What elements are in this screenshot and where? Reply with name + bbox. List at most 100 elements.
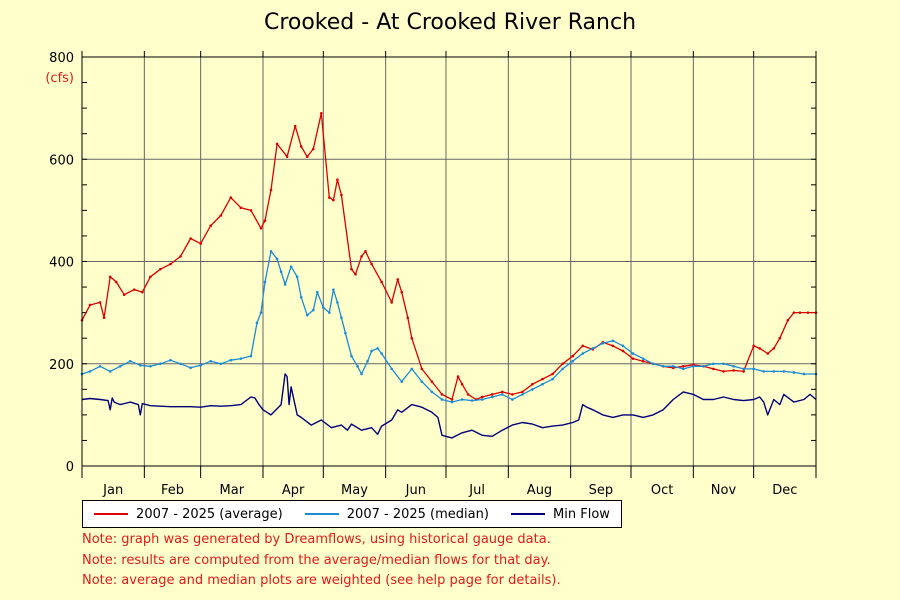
legend-item-median: 2007 - 2025 (median) (304, 507, 489, 522)
data-point (631, 352, 635, 355)
data-point (786, 318, 790, 322)
data-point (141, 290, 144, 294)
data-point (661, 365, 665, 368)
data-point (420, 380, 424, 383)
data-point (802, 372, 806, 376)
data-point (102, 316, 106, 320)
data-point (450, 398, 454, 401)
data-point (263, 219, 267, 222)
x-tick-label: Sep (589, 483, 614, 498)
average-flow-line (81, 112, 816, 401)
legend-item-average: 2007 - 2025 (average) (94, 507, 283, 522)
data-point (332, 288, 335, 291)
data-point (366, 359, 369, 363)
data-point (430, 380, 434, 383)
data-point (132, 288, 136, 291)
data-point (376, 347, 379, 350)
y-axis-label: (cfs) (45, 71, 74, 86)
y-tick-label: 200 (49, 358, 74, 373)
data-point (259, 226, 263, 230)
y-tick-label: 0 (66, 460, 74, 475)
data-point (269, 249, 273, 253)
data-point (380, 280, 383, 284)
data-point (169, 262, 172, 266)
data-point (139, 363, 142, 367)
data-point (400, 290, 404, 294)
data-point (275, 257, 279, 261)
x-tick-label: Mar (220, 483, 245, 498)
data-point (772, 370, 776, 373)
x-tick-label: Oct (651, 483, 673, 498)
data-point (611, 339, 615, 343)
data-point (798, 311, 802, 314)
data-point (758, 347, 761, 350)
data-point (239, 206, 243, 210)
data-point (440, 398, 444, 401)
data-point (456, 375, 460, 378)
data-point (782, 370, 786, 373)
data-point (320, 111, 323, 115)
data-point (490, 393, 494, 396)
data-point (591, 347, 595, 350)
legend-swatch-min-flow (511, 513, 546, 515)
data-point (289, 265, 293, 268)
data-point (410, 336, 414, 340)
data-point (189, 366, 192, 370)
data-point (275, 142, 279, 146)
data-point (480, 395, 484, 399)
data-point (239, 357, 243, 360)
data-point (601, 342, 605, 345)
data-point (149, 365, 152, 368)
data-point (722, 362, 725, 366)
data-point (295, 275, 299, 279)
data-point (336, 178, 339, 181)
data-point (98, 301, 102, 304)
data-point (283, 283, 287, 286)
data-point (460, 398, 464, 401)
data-point (263, 280, 267, 284)
data-point (420, 367, 424, 371)
data-point (118, 365, 122, 368)
data-point (360, 255, 363, 258)
x-tick-label: Feb (161, 483, 184, 498)
data-point (531, 382, 534, 386)
data-point (108, 370, 112, 373)
data-point (792, 311, 796, 314)
x-tick-label: May (341, 483, 368, 498)
data-point (199, 242, 202, 245)
data-point (88, 303, 92, 307)
data-point (681, 365, 685, 368)
data-point (322, 306, 325, 309)
legend-label-min-flow: Min Flow (553, 506, 610, 522)
data-point (390, 301, 393, 304)
data-point (229, 196, 233, 199)
data-point (259, 311, 263, 314)
data-point (350, 267, 353, 271)
data-point (752, 367, 755, 371)
data-point (356, 365, 359, 368)
data-point (400, 380, 404, 383)
data-point (440, 393, 444, 396)
data-point (360, 372, 363, 376)
data-point (490, 395, 494, 399)
data-point (340, 316, 343, 320)
data-point (671, 365, 675, 368)
data-point (354, 272, 357, 276)
data-point (571, 354, 574, 358)
legend-swatch-average (94, 513, 129, 515)
chart-notes: Note: graph was generated by Dreamflows,… (82, 530, 561, 592)
data-point (641, 357, 645, 360)
data-point (396, 278, 400, 281)
data-point (742, 367, 745, 371)
data-point (762, 370, 766, 373)
data-point (460, 382, 464, 386)
data-point (651, 362, 655, 366)
chart-legend: 2007 - 2025 (average) 2007 - 2025 (media… (82, 500, 622, 528)
data-point (531, 388, 534, 391)
y-tick-label: 400 (49, 256, 74, 271)
data-point (692, 365, 695, 368)
data-point (311, 147, 315, 151)
x-tick-label: Nov (711, 483, 737, 498)
data-point (370, 349, 373, 353)
